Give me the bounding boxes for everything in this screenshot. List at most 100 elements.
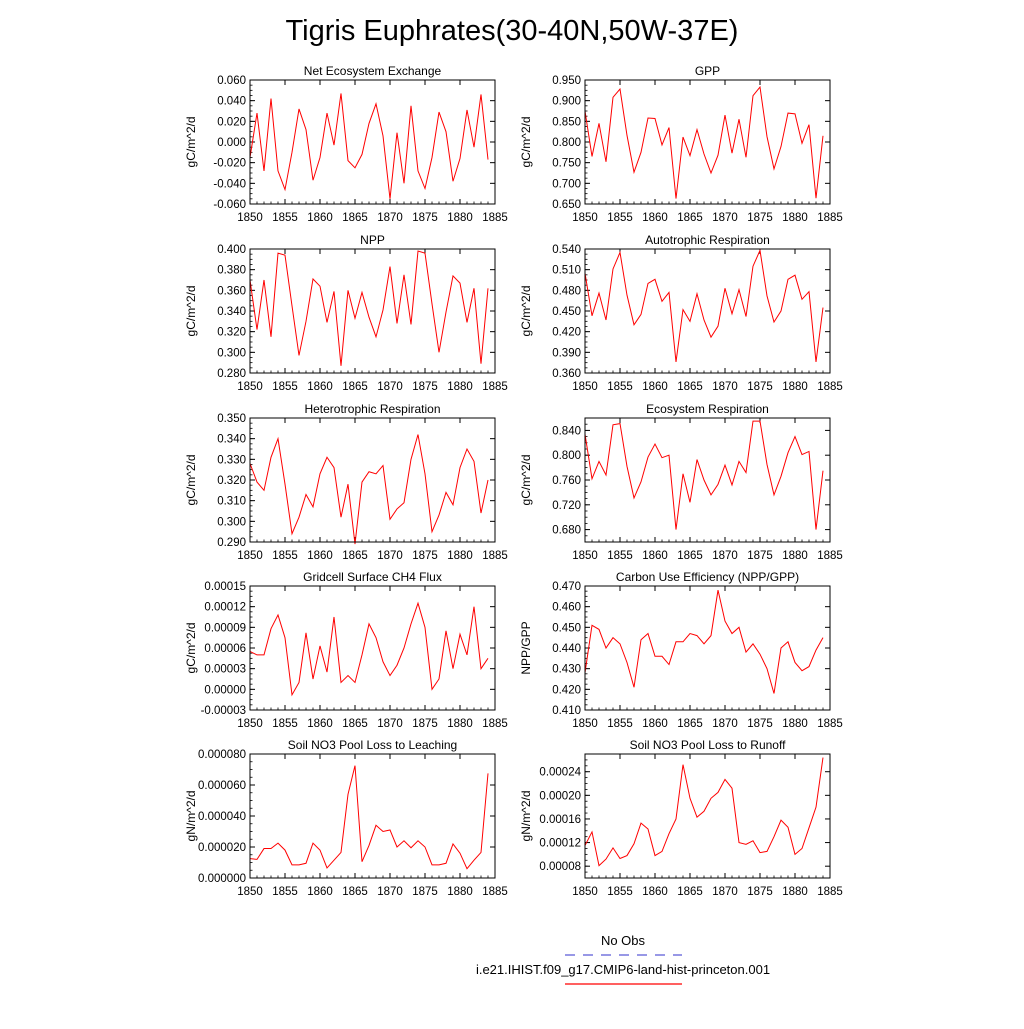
panel-title: Soil NO3 Pool Loss to Runoff (630, 738, 787, 752)
y-tick-label: 0.450 (552, 622, 581, 634)
x-tick-label: 1875 (747, 550, 773, 562)
y-tick-label: 0.00008 (539, 861, 581, 873)
y-tick-label: 0.320 (217, 475, 246, 487)
panel-carbon-use-efficiency-npp-gpp: Carbon Use Efficiency (NPP/GPP) 1850 1855 1… (519, 570, 843, 730)
y-tick-label: 0.000040 (198, 811, 246, 823)
x-tick-label: 1875 (412, 381, 438, 393)
x-tick-label: 1880 (447, 718, 473, 730)
panel-title: Ecosystem Respiration (646, 402, 769, 416)
y-tick-label: 0.360 (217, 285, 246, 297)
y-tick-label: -0.040 (213, 178, 246, 190)
y-tick-label: 0.000 (217, 137, 246, 149)
y-tick-label: 0.450 (552, 306, 581, 318)
x-tick-label: 1860 (642, 886, 668, 898)
series-line (249, 434, 489, 545)
x-tick-label: 1870 (712, 381, 738, 393)
y-tick-label: 0.00012 (539, 838, 581, 850)
panel-grid: Net Ecosystem Exchange 1850 1855 1860 1865 18… (184, 64, 843, 898)
panel-title: Soil NO3 Pool Loss to Leaching (288, 738, 457, 752)
figure-title: Tigris Euphrates(30-40N,50W-37E) (286, 15, 739, 47)
x-tick-label: 1850 (237, 886, 263, 898)
y-tick-label: 0.00006 (204, 643, 246, 655)
y-tick-label: 0.00012 (204, 602, 246, 614)
y-axis-label: gC/m^2/d (184, 455, 198, 506)
y-tick-label: 0.00009 (204, 622, 246, 634)
y-tick-label: 0.310 (217, 496, 246, 508)
x-tick-label: 1855 (272, 212, 298, 224)
y-tick-label: 0.460 (552, 602, 581, 614)
x-tick-label: 1885 (817, 381, 843, 393)
y-tick-label: 0.380 (217, 265, 246, 277)
y-axis-label: NPP/GPP (519, 621, 533, 674)
panel-title: Autotrophic Respiration (645, 233, 770, 247)
plot-frame (249, 248, 496, 374)
x-tick-label: 1855 (607, 550, 633, 562)
y-axis-label: gC/m^2/d (519, 455, 533, 506)
panel-net-ecosystem-exchange: Net Ecosystem Exchange 1850 1855 1860 1865 18… (184, 64, 508, 224)
y-tick-label: 0.950 (552, 75, 581, 87)
x-tick-label: 1855 (272, 381, 298, 393)
y-tick-label: 0.800 (552, 450, 581, 462)
y-tick-label: 0.750 (552, 158, 581, 170)
y-tick-label: 0.000000 (198, 873, 246, 885)
legend-label-no-obs: No Obs (601, 933, 646, 948)
x-tick-label: 1875 (412, 886, 438, 898)
x-tick-label: 1865 (677, 381, 703, 393)
y-tick-label: 0.00020 (539, 790, 581, 802)
x-tick-label: 1880 (447, 550, 473, 562)
x-tick-label: 1865 (677, 212, 703, 224)
plot-frame (584, 248, 831, 374)
x-tick-label: 1860 (307, 550, 333, 562)
x-tick-label: 1880 (782, 886, 808, 898)
panel-title: Gridcell Surface CH4 Flux (303, 570, 442, 584)
plot-frame (249, 79, 496, 205)
y-tick-label: 0.00015 (204, 581, 246, 593)
x-tick-label: 1855 (607, 718, 633, 730)
x-tick-label: 1850 (237, 550, 263, 562)
x-tick-label: 1855 (272, 718, 298, 730)
legend-label-model-run: i.e21.IHIST.f09_g17.CMIP6-land-hist-prin… (476, 962, 770, 977)
y-axis-label: gC/m^2/d (184, 286, 198, 337)
x-tick-label: 1885 (817, 886, 843, 898)
y-tick-label: 0.480 (552, 285, 581, 297)
x-tick-label: 1885 (482, 718, 508, 730)
y-tick-label: 0.510 (552, 265, 581, 277)
x-tick-label: 1885 (817, 718, 843, 730)
x-tick-label: 1870 (712, 886, 738, 898)
x-tick-label: 1880 (447, 886, 473, 898)
y-tick-label: 0.800 (552, 137, 581, 149)
panel-gridcell-surface-ch4-flux: Gridcell Surface CH4 Flux 1850 1855 1860 186… (184, 570, 508, 730)
x-tick-label: 1850 (237, 212, 263, 224)
x-tick-label: 1875 (412, 718, 438, 730)
x-tick-label: 1870 (377, 381, 403, 393)
y-tick-label: 0.650 (552, 199, 581, 211)
x-tick-label: 1855 (272, 550, 298, 562)
x-tick-label: 1885 (482, 550, 508, 562)
panel-autotrophic-respiration: Autotrophic Respiration 1850 1855 1860 1865 1… (519, 233, 843, 393)
x-tick-label: 1880 (447, 212, 473, 224)
x-tick-label: 1860 (307, 886, 333, 898)
y-tick-label: 0.000020 (198, 842, 246, 854)
x-tick-label: 1875 (747, 212, 773, 224)
x-tick-label: 1865 (677, 718, 703, 730)
panel-title: NPP (360, 233, 385, 247)
panel-heterotrophic-respiration: Heterotrophic Respiration 1850 1855 1860 186… (184, 402, 508, 562)
y-tick-label: 0.390 (552, 347, 581, 359)
y-tick-label: 0.020 (217, 116, 246, 128)
y-tick-label: 0.060 (217, 75, 246, 87)
plot-frame (584, 753, 831, 879)
x-tick-label: 1870 (712, 212, 738, 224)
x-tick-label: 1860 (642, 212, 668, 224)
y-tick-label: 0.470 (552, 581, 581, 593)
y-tick-label: 0.320 (217, 327, 246, 339)
x-tick-label: 1855 (272, 886, 298, 898)
y-tick-label: 0.400 (217, 244, 246, 256)
x-tick-label: 1855 (607, 886, 633, 898)
panel-title: Net Ecosystem Exchange (304, 64, 442, 78)
y-axis-label: gC/m^2/d (519, 117, 533, 168)
x-tick-label: 1870 (377, 886, 403, 898)
y-tick-label: 0.720 (552, 500, 581, 512)
x-tick-label: 1865 (342, 886, 368, 898)
y-tick-label: 0.430 (552, 664, 581, 676)
series-line (249, 93, 489, 199)
